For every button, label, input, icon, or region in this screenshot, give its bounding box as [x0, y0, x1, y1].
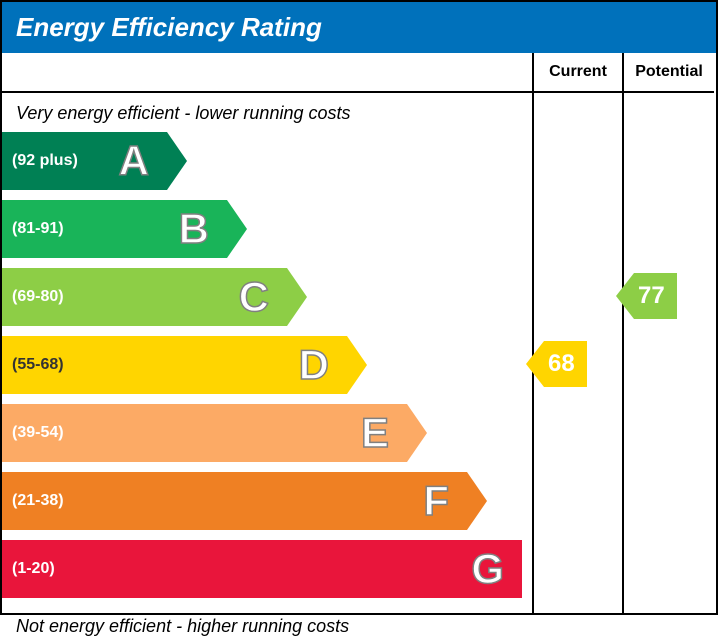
- band-a: (92 plus) A: [2, 132, 532, 190]
- band-arrow-e: [407, 404, 427, 462]
- epc-rating-chart: Energy Efficiency Rating Very energy eff…: [0, 0, 718, 615]
- band-letter-b: B: [179, 205, 209, 253]
- band-range-b: (81-91): [12, 220, 64, 238]
- band-range-f: (21-38): [12, 492, 64, 510]
- note-inefficient: Not energy efficient - higher running co…: [2, 608, 532, 641]
- band-bar-g: (1-20) G: [2, 540, 522, 598]
- band-range-a: (92 plus): [12, 152, 78, 170]
- bands-column: Very energy efficient - lower running co…: [2, 53, 534, 613]
- potential-pointer: 77: [634, 273, 677, 319]
- band-c: (69-80) C: [2, 268, 532, 326]
- band-letter-e: E: [361, 409, 389, 457]
- chart-title: Energy Efficiency Rating: [2, 2, 716, 53]
- band-letter-f: F: [423, 477, 449, 525]
- band-letter-d: D: [299, 341, 329, 389]
- current-header: Current: [534, 53, 622, 93]
- current-body: 68: [534, 93, 622, 613]
- band-range-c: (69-80): [12, 288, 64, 306]
- band-g: (1-20) G: [2, 540, 532, 598]
- band-bar-d: (55-68) D: [2, 336, 347, 394]
- band-arrow-d: [347, 336, 367, 394]
- chart-body: Very energy efficient - lower running co…: [2, 53, 716, 613]
- band-arrow-b: [227, 200, 247, 258]
- band-range-g: (1-20): [12, 560, 55, 578]
- bands-wrap: (92 plus) A (81-91) B (69-80) C (55-68) D (39-54…: [2, 132, 532, 598]
- current-value: 68: [548, 350, 575, 378]
- band-letter-c: C: [239, 273, 269, 321]
- band-bar-c: (69-80) C: [2, 268, 287, 326]
- band-bar-e: (39-54) E: [2, 404, 407, 462]
- note-efficient: Very energy efficient - lower running co…: [2, 99, 532, 132]
- potential-header: Potential: [624, 53, 714, 93]
- band-letter-g: G: [471, 545, 504, 593]
- bands-area: Very energy efficient - lower running co…: [2, 93, 532, 613]
- potential-value: 77: [638, 282, 665, 310]
- potential-column: Potential 77: [624, 53, 714, 613]
- band-bar-a: (92 plus) A: [2, 132, 167, 190]
- band-arrow-a: [167, 132, 187, 190]
- bands-header: [2, 53, 532, 93]
- potential-pointer-arrow: [616, 273, 634, 319]
- band-arrow-c: [287, 268, 307, 326]
- band-bar-f: (21-38) F: [2, 472, 467, 530]
- band-e: (39-54) E: [2, 404, 532, 462]
- band-f: (21-38) F: [2, 472, 532, 530]
- band-range-e: (39-54): [12, 424, 64, 442]
- band-d: (55-68) D: [2, 336, 532, 394]
- band-b: (81-91) B: [2, 200, 532, 258]
- current-column: Current 68: [534, 53, 624, 613]
- band-letter-a: A: [119, 137, 149, 185]
- current-pointer-arrow: [526, 341, 544, 387]
- potential-body: 77: [624, 93, 714, 613]
- band-range-d: (55-68): [12, 356, 64, 374]
- band-bar-b: (81-91) B: [2, 200, 227, 258]
- current-pointer: 68: [544, 341, 587, 387]
- band-arrow-f: [467, 472, 487, 530]
